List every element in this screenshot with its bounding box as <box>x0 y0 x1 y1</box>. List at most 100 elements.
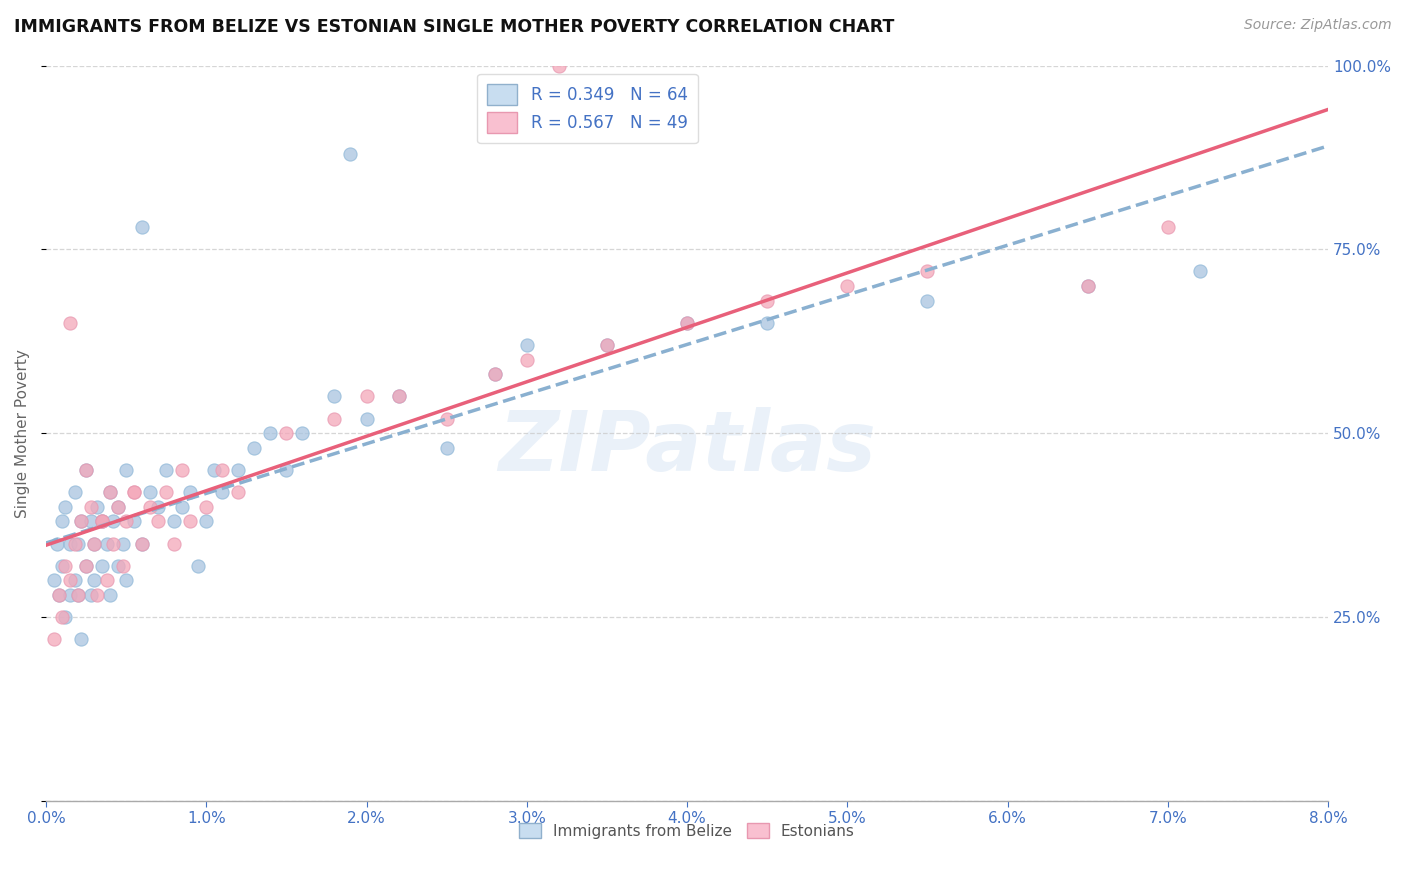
Point <box>80 515 103 529</box>
Point <box>484 368 506 382</box>
Point <box>436 411 458 425</box>
Point <box>202 463 225 477</box>
Point <box>53 558 76 573</box>
Point <box>387 389 409 403</box>
Point <box>122 485 145 500</box>
Point <box>179 515 201 529</box>
Point <box>339 146 361 161</box>
Point <box>91 515 114 529</box>
Point <box>276 463 298 477</box>
Point <box>131 220 153 235</box>
Point <box>70 632 93 647</box>
Point <box>226 485 249 500</box>
Point <box>1077 279 1099 293</box>
Point <box>323 389 346 403</box>
Point <box>323 411 346 425</box>
Point <box>98 485 121 500</box>
Point <box>756 293 779 308</box>
Point <box>596 338 619 352</box>
Point <box>91 515 114 529</box>
Legend: Immigrants from Belize, Estonians: Immigrants from Belize, Estonians <box>513 816 860 845</box>
Point <box>48 588 70 602</box>
Point <box>195 500 218 514</box>
Point <box>42 574 65 588</box>
Point <box>53 500 76 514</box>
Point <box>83 536 105 550</box>
Point <box>59 536 82 550</box>
Point <box>42 632 65 647</box>
Point <box>1188 264 1211 278</box>
Y-axis label: Single Mother Poverty: Single Mother Poverty <box>15 349 30 517</box>
Point <box>51 558 73 573</box>
Point <box>122 515 145 529</box>
Text: Source: ZipAtlas.com: Source: ZipAtlas.com <box>1244 18 1392 32</box>
Point <box>115 463 138 477</box>
Point <box>139 500 162 514</box>
Point <box>226 463 249 477</box>
Point <box>172 463 194 477</box>
Point <box>163 515 186 529</box>
Point <box>917 293 939 308</box>
Point <box>155 485 177 500</box>
Point <box>59 316 82 330</box>
Point <box>75 463 97 477</box>
Point <box>146 500 169 514</box>
Point <box>436 441 458 455</box>
Point <box>676 316 699 330</box>
Point <box>356 389 378 403</box>
Point <box>80 588 103 602</box>
Point <box>115 574 138 588</box>
Point <box>163 536 186 550</box>
Point <box>195 515 218 529</box>
Text: IMMIGRANTS FROM BELIZE VS ESTONIAN SINGLE MOTHER POVERTY CORRELATION CHART: IMMIGRANTS FROM BELIZE VS ESTONIAN SINGL… <box>14 18 894 36</box>
Point <box>70 515 93 529</box>
Point <box>756 316 779 330</box>
Point <box>53 610 76 624</box>
Point <box>51 610 73 624</box>
Point <box>103 515 125 529</box>
Point <box>103 536 125 550</box>
Point <box>75 558 97 573</box>
Point <box>75 558 97 573</box>
Point <box>66 588 89 602</box>
Point <box>131 536 153 550</box>
Point <box>837 279 859 293</box>
Point <box>676 316 699 330</box>
Point <box>91 515 114 529</box>
Point <box>80 500 103 514</box>
Point <box>111 558 134 573</box>
Point <box>83 536 105 550</box>
Point <box>211 463 233 477</box>
Point <box>83 574 105 588</box>
Point <box>131 536 153 550</box>
Point <box>63 485 86 500</box>
Point <box>98 588 121 602</box>
Point <box>387 389 409 403</box>
Point <box>96 574 118 588</box>
Point <box>172 500 194 514</box>
Point <box>139 485 162 500</box>
Point <box>107 558 129 573</box>
Point <box>276 426 298 441</box>
Point <box>48 588 70 602</box>
Point <box>1157 220 1180 235</box>
Point <box>146 515 169 529</box>
Point <box>917 264 939 278</box>
Point <box>75 463 97 477</box>
Point <box>107 500 129 514</box>
Point <box>516 338 538 352</box>
Point <box>115 515 138 529</box>
Point <box>547 59 569 73</box>
Point <box>259 426 281 441</box>
Point <box>155 463 177 477</box>
Point <box>1077 279 1099 293</box>
Point <box>107 500 129 514</box>
Point <box>179 485 201 500</box>
Point <box>356 411 378 425</box>
Point <box>122 485 145 500</box>
Point <box>96 536 118 550</box>
Point <box>46 536 69 550</box>
Point <box>86 500 108 514</box>
Point <box>63 574 86 588</box>
Point <box>51 515 73 529</box>
